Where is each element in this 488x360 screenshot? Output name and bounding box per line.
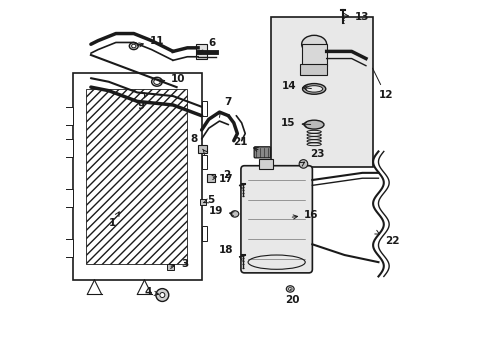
- Ellipse shape: [285, 286, 294, 292]
- Text: 1: 1: [108, 212, 119, 229]
- FancyBboxPatch shape: [166, 264, 173, 270]
- Ellipse shape: [305, 86, 322, 92]
- Ellipse shape: [151, 77, 162, 86]
- Text: 4: 4: [144, 287, 158, 297]
- Text: 8: 8: [190, 135, 207, 154]
- FancyBboxPatch shape: [254, 147, 270, 158]
- FancyBboxPatch shape: [85, 89, 187, 264]
- Text: 6: 6: [198, 38, 216, 54]
- Ellipse shape: [247, 255, 305, 269]
- Text: 9: 9: [137, 93, 148, 111]
- Ellipse shape: [131, 44, 136, 48]
- Text: 19: 19: [208, 206, 234, 216]
- Text: 18: 18: [218, 245, 244, 260]
- Text: 17: 17: [218, 174, 244, 189]
- Ellipse shape: [304, 120, 324, 129]
- FancyBboxPatch shape: [64, 239, 73, 257]
- Ellipse shape: [302, 84, 325, 94]
- Text: 22: 22: [374, 230, 399, 246]
- Text: 16: 16: [292, 210, 318, 220]
- Text: 12: 12: [372, 68, 392, 100]
- Circle shape: [156, 289, 168, 301]
- FancyBboxPatch shape: [198, 145, 206, 153]
- Text: 20: 20: [285, 289, 299, 305]
- Text: 5: 5: [203, 195, 214, 205]
- FancyBboxPatch shape: [241, 166, 312, 273]
- Ellipse shape: [301, 35, 326, 53]
- Text: 13: 13: [344, 12, 369, 22]
- FancyBboxPatch shape: [64, 189, 73, 207]
- Ellipse shape: [288, 288, 291, 291]
- Text: 10: 10: [160, 74, 185, 84]
- Circle shape: [160, 293, 164, 297]
- FancyBboxPatch shape: [64, 139, 73, 157]
- FancyBboxPatch shape: [206, 174, 214, 182]
- FancyBboxPatch shape: [64, 107, 73, 125]
- Text: 3: 3: [169, 259, 188, 269]
- Text: 14: 14: [281, 81, 311, 91]
- FancyBboxPatch shape: [299, 64, 326, 75]
- Text: 23: 23: [299, 149, 325, 166]
- Text: 7: 7: [216, 97, 232, 117]
- FancyBboxPatch shape: [301, 44, 326, 66]
- FancyBboxPatch shape: [201, 155, 206, 169]
- Text: 21: 21: [232, 138, 258, 152]
- FancyBboxPatch shape: [271, 18, 372, 167]
- Text: 11: 11: [137, 36, 164, 47]
- FancyBboxPatch shape: [73, 73, 201, 280]
- Text: 15: 15: [281, 118, 310, 129]
- FancyBboxPatch shape: [258, 158, 272, 169]
- Ellipse shape: [230, 211, 238, 217]
- Text: 2: 2: [212, 170, 230, 180]
- FancyBboxPatch shape: [196, 44, 206, 59]
- FancyBboxPatch shape: [200, 199, 206, 205]
- FancyBboxPatch shape: [201, 102, 206, 116]
- Ellipse shape: [153, 79, 160, 85]
- Ellipse shape: [129, 42, 138, 50]
- FancyBboxPatch shape: [201, 226, 206, 241]
- Circle shape: [299, 159, 307, 168]
